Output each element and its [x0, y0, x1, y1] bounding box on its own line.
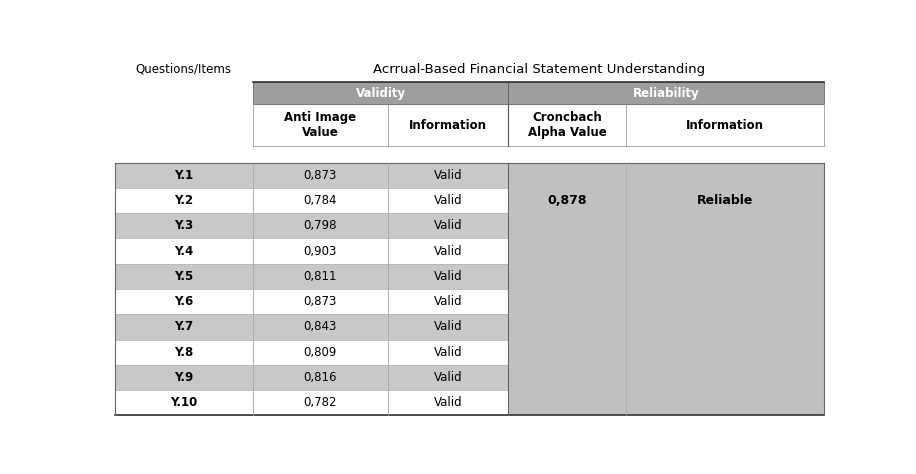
Text: Croncbach
Alpha Value: Croncbach Alpha Value — [528, 111, 606, 139]
Bar — [114, 238, 253, 264]
Text: 0,809: 0,809 — [304, 346, 337, 359]
Bar — [253, 390, 387, 415]
Bar — [114, 213, 253, 238]
Bar — [114, 365, 253, 390]
Text: 0,878: 0,878 — [548, 194, 587, 207]
Text: 0,782: 0,782 — [303, 396, 337, 409]
Bar — [253, 289, 387, 314]
Text: Valid: Valid — [434, 169, 463, 182]
Text: Y.3: Y.3 — [174, 219, 193, 232]
Bar — [253, 264, 387, 289]
Bar — [387, 163, 508, 188]
Bar — [253, 163, 387, 188]
Bar — [253, 314, 387, 339]
Bar — [253, 238, 387, 264]
Bar — [508, 82, 824, 104]
Text: Y.5: Y.5 — [174, 270, 193, 283]
Bar — [114, 289, 253, 314]
Text: Anti Image
Value: Anti Image Value — [284, 111, 356, 139]
Text: Valid: Valid — [434, 396, 463, 409]
Bar — [387, 188, 508, 213]
Bar — [387, 213, 508, 238]
Text: Information: Information — [686, 119, 764, 132]
Text: Valid: Valid — [434, 194, 463, 207]
Bar — [253, 339, 387, 365]
Text: Acrrual-Based Financial Statement Understanding: Acrrual-Based Financial Statement Unders… — [373, 63, 704, 76]
Text: Validity: Validity — [355, 87, 406, 100]
Text: Questions/Items: Questions/Items — [136, 63, 232, 76]
Text: Y.1: Y.1 — [174, 169, 193, 182]
Text: Information: Information — [409, 119, 487, 132]
Bar — [387, 390, 508, 415]
Bar — [387, 264, 508, 289]
Bar — [253, 82, 508, 104]
Bar — [387, 365, 508, 390]
Text: Valid: Valid — [434, 346, 463, 359]
Bar — [114, 339, 253, 365]
Bar — [114, 163, 253, 188]
Bar — [114, 314, 253, 339]
Text: Valid: Valid — [434, 320, 463, 333]
Text: Y.8: Y.8 — [174, 346, 193, 359]
Text: Valid: Valid — [434, 295, 463, 308]
Text: 0,811: 0,811 — [303, 270, 337, 283]
Text: Valid: Valid — [434, 219, 463, 232]
Text: Y.10: Y.10 — [170, 396, 197, 409]
Bar — [114, 390, 253, 415]
Bar — [114, 264, 253, 289]
Bar — [387, 238, 508, 264]
Text: Valid: Valid — [434, 371, 463, 384]
Text: Y.7: Y.7 — [174, 320, 193, 333]
Text: Valid: Valid — [434, 270, 463, 283]
Text: Y.2: Y.2 — [174, 194, 193, 207]
Bar — [253, 365, 387, 390]
Bar — [387, 289, 508, 314]
Text: Y.9: Y.9 — [174, 371, 193, 384]
Bar — [253, 213, 387, 238]
Text: Y.6: Y.6 — [174, 295, 193, 308]
Text: Reliable: Reliable — [697, 194, 753, 207]
Text: Valid: Valid — [434, 245, 463, 258]
Bar — [253, 188, 387, 213]
Bar — [508, 163, 824, 415]
Bar — [387, 339, 508, 365]
Bar — [114, 188, 253, 213]
Text: 0,873: 0,873 — [304, 295, 337, 308]
Text: Y.4: Y.4 — [174, 245, 193, 258]
Text: 0,798: 0,798 — [303, 219, 337, 232]
Text: 0,784: 0,784 — [303, 194, 337, 207]
Text: 0,873: 0,873 — [304, 169, 337, 182]
Text: 0,903: 0,903 — [304, 245, 337, 258]
Text: 0,816: 0,816 — [303, 371, 337, 384]
Text: 0,843: 0,843 — [304, 320, 337, 333]
Text: Reliability: Reliability — [633, 87, 700, 100]
Bar — [387, 314, 508, 339]
